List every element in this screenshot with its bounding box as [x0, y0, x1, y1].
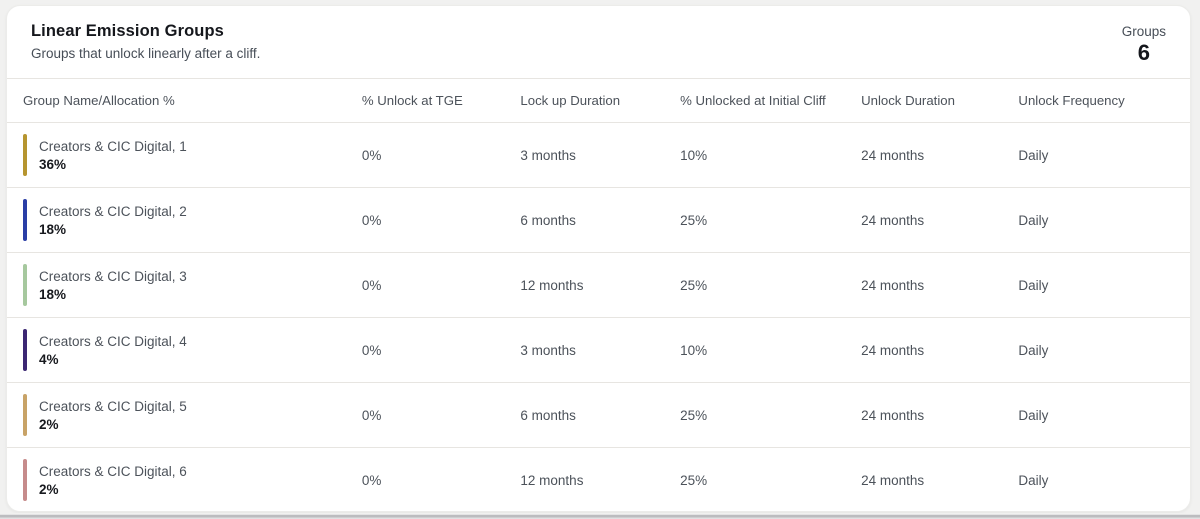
group-name: Creators & CIC Digital, 3 [39, 268, 187, 284]
table-header: Group Name/Allocation %% Unlock at TGE Lo… [7, 78, 1190, 123]
column-header: Group Name/Allocation % [7, 78, 362, 123]
unlock-frequency-cell: Daily [1018, 317, 1190, 383]
group-name: Creators & CIC Digital, 6 [39, 463, 187, 479]
allocation-color-bar [23, 264, 27, 306]
unlock-frequency-cell: Daily [1018, 122, 1190, 188]
emission-groups-table: Group Name/Allocation %% Unlock at TGE Lo… [7, 78, 1190, 512]
group-name-cell: Creators & CIC Digital, 6 2% [7, 448, 362, 512]
allocation-color-bar [23, 199, 27, 241]
allocation-percent: 18% [39, 221, 67, 237]
allocation-percent: 4% [39, 351, 59, 367]
unlock-at-tge-cell: 0% [361, 382, 521, 448]
allocation-percent: 18% [39, 286, 67, 302]
groups-summary: Groups 6 [1122, 24, 1166, 66]
unlock-duration-cell: 24 months [861, 317, 1019, 383]
table-row: Creators & CIC Digital, 4 4% 0% 3 months 10%… [7, 317, 1190, 383]
allocation-percent: 2% [39, 416, 59, 432]
table-row: Creators & CIC Digital, 5 2% 0% 6 months 25%… [7, 382, 1190, 448]
allocation-color-bar [23, 394, 27, 436]
group-name-cell: Creators & CIC Digital, 1 36% [7, 122, 362, 188]
page-title: Linear Emission Groups [31, 22, 224, 40]
table-row: Creators & CIC Digital, 1 36% 0% 3 months 10… [7, 122, 1190, 188]
lockup-duration-cell: 3 months [520, 122, 681, 188]
unlock-at-tge-cell: 0% [361, 472, 382, 488]
lockup-duration-cell: 3 months [520, 317, 681, 383]
unlock-duration-cell: 24 months [861, 382, 1019, 448]
column-header: Unlock Duration [861, 78, 1019, 123]
group-name: Creators & CIC Digital, 2 [39, 203, 187, 219]
lockup-duration-cell: 12 months [520, 252, 681, 318]
allocation-color-bar [23, 459, 27, 502]
allocation-color-bar [23, 134, 27, 176]
group-name: Creators & CIC Digital, 4 [39, 333, 187, 349]
group-name: Creators & CIC Digital, 5 [39, 398, 187, 414]
bottom-divider [0, 513, 1200, 519]
unlocked-at-cliff-cell: 25% [680, 187, 862, 253]
lockup-duration-cell: 6 months [520, 382, 681, 448]
groups-count: 6 [1137, 40, 1150, 65]
group-name-cell: Creators & CIC Digital, 2 18% [7, 187, 362, 253]
unlock-at-tge-cell: 0% [361, 252, 521, 318]
unlock-frequency-cell: Daily [1018, 252, 1190, 318]
table-row: Creators & CIC Digital, 3 18% 0% 12 months 2… [7, 252, 1190, 318]
unlock-at-tge-cell: 0% [361, 122, 521, 188]
group-name-cell: Creators & CIC Digital, 3 18% [7, 252, 362, 318]
group-name-cell: Creators & CIC Digital, 5 2% [7, 382, 362, 448]
column-header: Unlock Frequency [1018, 78, 1190, 123]
allocation-color-bar [23, 329, 27, 371]
column-header: % Unlocked at Initial Cliff [680, 78, 862, 123]
unlocked-at-cliff-cell: 10% [680, 122, 862, 188]
unlocked-at-cliff-cell: 25% [680, 382, 862, 448]
table-row: Creators & CIC Digital, 6 2% 0% 12 months 25… [7, 448, 1190, 512]
allocation-percent: 36% [39, 156, 67, 172]
page-subtitle: Groups that unlock linearly after a clif… [31, 46, 261, 61]
unlock-frequency-cell: Daily [1018, 187, 1190, 253]
lockup-duration-cell: 6 months [520, 187, 681, 253]
title-block: Linear Emission Groups Groups that unloc… [31, 22, 260, 61]
column-header: Lock up Duration [520, 78, 681, 123]
group-name: Creators & CIC Digital, 1 [39, 138, 187, 154]
unlock-frequency-cell: Daily [1018, 472, 1049, 488]
unlocked-at-cliff-cell: 25% [680, 472, 708, 488]
column-header: % Unlock at TGE [361, 78, 521, 123]
groups-label: Groups [1121, 24, 1166, 39]
unlock-duration-cell: 24 months [861, 472, 925, 488]
group-name-cell: Creators & CIC Digital, 4 4% [7, 317, 362, 383]
unlock-at-tge-cell: 0% [361, 317, 521, 383]
lockup-duration-cell: 12 months [520, 472, 584, 488]
allocation-percent: 2% [39, 481, 59, 497]
unlocked-at-cliff-cell: 10% [680, 317, 862, 383]
linear-emission-groups-card: Linear Emission Groups Groups that unloc… [6, 5, 1191, 512]
card-header: Linear Emission Groups Groups that unloc… [7, 6, 1190, 78]
unlocked-at-cliff-cell: 25% [680, 252, 862, 318]
unlock-duration-cell: 24 months [861, 122, 1019, 188]
unlock-at-tge-cell: 0% [361, 187, 521, 253]
unlock-duration-cell: 24 months [861, 252, 1019, 318]
unlock-duration-cell: 24 months [861, 187, 1019, 253]
table-row: Creators & CIC Digital, 2 18% 0% 6 months 25… [7, 187, 1190, 253]
unlock-frequency-cell: Daily [1018, 382, 1190, 448]
